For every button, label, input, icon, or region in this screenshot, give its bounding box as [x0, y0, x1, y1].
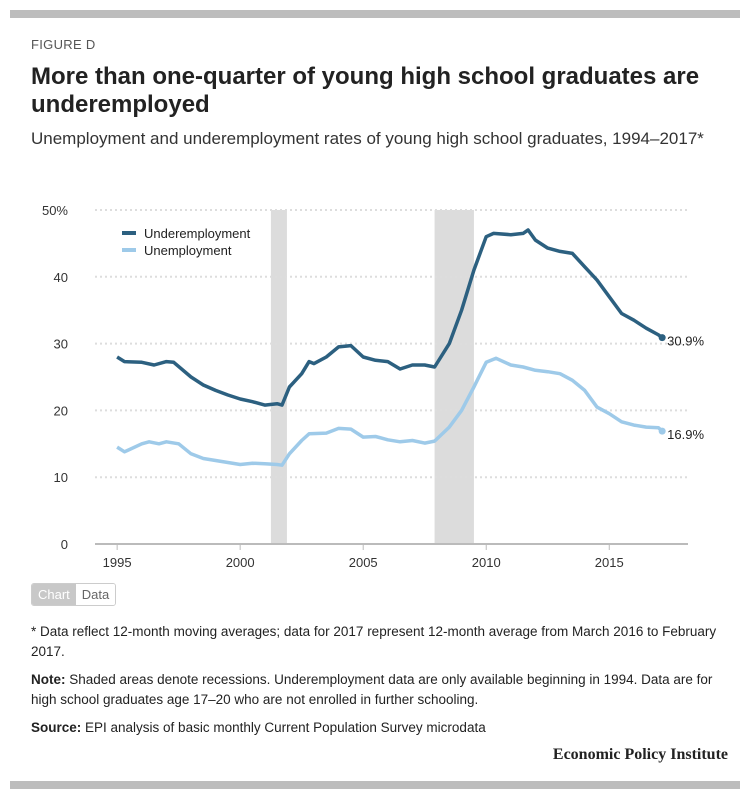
view-toggle: Chart Data [31, 583, 117, 606]
note-label: Note: [31, 672, 66, 687]
series-line-underemployment [116, 228, 664, 407]
y-tick-label: 20 [54, 403, 68, 418]
x-tick-label: 2000 [226, 555, 255, 570]
chart-title: More than one-quarter of young high scho… [31, 63, 700, 118]
legend-label: Unemployment [144, 243, 232, 258]
series-end-point [658, 427, 666, 435]
x-tick-label: 1995 [103, 555, 132, 570]
legend-label: Underemployment [144, 226, 251, 241]
series-line-unemployment [116, 356, 664, 467]
data-tab[interactable]: Data [75, 584, 116, 605]
source-text: EPI analysis of basic monthly Current Po… [81, 720, 486, 735]
x-tick-label: 2005 [349, 555, 378, 570]
series-end-point [658, 334, 666, 342]
x-tick-label: 2015 [595, 555, 624, 570]
x-tick-label: 2010 [472, 555, 501, 570]
epi-logo: Economic Policy Institute [552, 746, 728, 763]
bottom-rule [10, 781, 740, 789]
y-tick-label: 0 [61, 537, 68, 552]
line-chart: 0 10 20 30 40 50% 1995 2000 2005 2010 2015 30.9% Und… [42, 203, 704, 570]
y-tick-label: 40 [54, 270, 68, 285]
note: Note: Shaded areas denote recessions. Un… [31, 670, 721, 710]
recession-band [434, 210, 474, 544]
source: Source: EPI analysis of basic monthly Cu… [31, 718, 721, 738]
chart-subtitle: Unemployment and underemployment rates o… [31, 129, 704, 148]
source-label: Source: [31, 720, 82, 735]
end-value-label: 16.9% [667, 427, 704, 442]
y-tick-label: 50% [42, 203, 68, 218]
y-tick-label: 10 [54, 470, 68, 485]
notes: * Data reflect 12-month moving averages;… [31, 622, 721, 746]
top-rule [10, 10, 740, 18]
footnote: * Data reflect 12-month moving averages;… [31, 624, 717, 659]
note-text: Shaded areas denote recessions. Underemp… [31, 672, 713, 707]
end-value-label: 30.9% [667, 334, 704, 349]
y-tick-label: 30 [54, 337, 68, 352]
chart-tab[interactable]: Chart [32, 584, 76, 605]
recession-band [270, 210, 287, 544]
figure-label: FIGURE D [31, 37, 96, 52]
